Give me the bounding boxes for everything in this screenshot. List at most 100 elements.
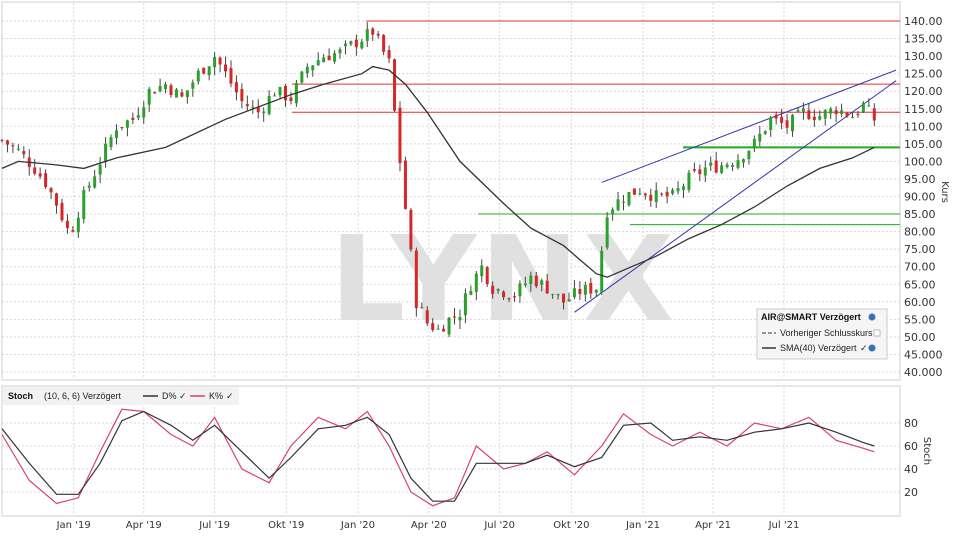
y-tick-label: 140.00 bbox=[904, 15, 943, 28]
y-tick-label: 45.000 bbox=[904, 348, 943, 361]
trendline-upper bbox=[601, 69, 897, 183]
candle-body bbox=[376, 33, 380, 36]
stoch-header: Stoch (10, 6, 6) Verzögert D% ✓ K% ✓ bbox=[3, 387, 239, 405]
candle-body bbox=[529, 275, 533, 285]
candle-body bbox=[300, 71, 304, 83]
x-tick-label: Apr '20 bbox=[411, 520, 447, 531]
candle-body bbox=[44, 173, 48, 188]
d-label: D% bbox=[162, 391, 177, 401]
y-tick-label: 50.00 bbox=[904, 331, 936, 344]
candle-body bbox=[709, 162, 713, 166]
candle-body bbox=[109, 137, 113, 148]
candle-body bbox=[245, 104, 249, 107]
trendline-lower bbox=[574, 80, 897, 313]
candle-body bbox=[812, 116, 816, 120]
candle-body bbox=[93, 176, 97, 188]
candle-body bbox=[458, 317, 462, 321]
candle-body bbox=[556, 293, 560, 296]
legend-checkbox[interactable] bbox=[873, 329, 881, 337]
candle-body bbox=[649, 194, 653, 201]
candle-body bbox=[283, 85, 287, 101]
k-label: K% bbox=[209, 391, 223, 401]
candle-body bbox=[714, 160, 718, 173]
y-tick-label: 120.00 bbox=[904, 85, 943, 98]
x-tick-label: Jul '19 bbox=[198, 520, 230, 531]
candle-body bbox=[409, 209, 413, 250]
candle-body bbox=[752, 139, 756, 148]
candle-body bbox=[600, 250, 604, 293]
candle-body bbox=[343, 43, 347, 47]
candle-body bbox=[796, 110, 800, 112]
candle-body bbox=[818, 116, 822, 120]
checkmark-icon[interactable]: ✓ bbox=[179, 391, 187, 401]
x-tick-label: Apr '21 bbox=[695, 520, 731, 531]
candle-body bbox=[698, 169, 702, 175]
x-tick-label: Okt '20 bbox=[553, 520, 589, 531]
candle-body bbox=[758, 133, 762, 142]
candle-body bbox=[823, 110, 827, 119]
candle-body bbox=[496, 289, 500, 291]
candle-body bbox=[333, 53, 337, 62]
y-tick-label: 105.00 bbox=[904, 138, 943, 151]
candle-body bbox=[562, 293, 566, 303]
candle-body bbox=[523, 283, 527, 286]
y-tick-label: 90.00 bbox=[904, 191, 936, 204]
candle-body bbox=[158, 85, 162, 92]
candle-body bbox=[425, 310, 429, 324]
sma40-line bbox=[1, 65, 875, 278]
y-tick-label: 60.00 bbox=[904, 296, 936, 309]
candle-body bbox=[169, 85, 173, 95]
candle-body bbox=[365, 29, 369, 41]
candle-body bbox=[38, 173, 42, 177]
candle-body bbox=[518, 283, 522, 297]
candle-body bbox=[474, 273, 478, 292]
watermark: LYNX bbox=[330, 210, 678, 348]
candle-body bbox=[747, 150, 751, 160]
candle-body bbox=[627, 191, 631, 206]
candle-body bbox=[202, 67, 206, 74]
candle-body bbox=[5, 140, 9, 145]
y-tick-label: 65.00 bbox=[904, 278, 936, 291]
candle-body bbox=[393, 59, 397, 111]
candle-body bbox=[60, 202, 64, 221]
candle-body bbox=[671, 189, 675, 194]
globe-icon[interactable] bbox=[868, 313, 876, 321]
globe-icon[interactable] bbox=[868, 344, 876, 352]
y-tick-label: 95.00 bbox=[904, 173, 936, 186]
stoch-axis-title: Stoch bbox=[921, 437, 932, 465]
candle-body bbox=[703, 167, 707, 176]
candle-body bbox=[0, 139, 4, 141]
candle-body bbox=[643, 193, 647, 196]
candle-body bbox=[65, 220, 69, 229]
x-tick-label: Jan '21 bbox=[625, 520, 660, 531]
candle-body bbox=[632, 188, 636, 195]
candle-body bbox=[654, 190, 658, 203]
candle-body bbox=[218, 57, 222, 65]
candle-body bbox=[311, 65, 315, 71]
candle-body bbox=[191, 82, 195, 89]
candle-body bbox=[360, 41, 364, 49]
candle-body bbox=[545, 280, 549, 294]
candle-body bbox=[273, 95, 277, 97]
candle-body bbox=[834, 110, 838, 115]
candle-body bbox=[676, 188, 680, 192]
candle-body bbox=[463, 293, 467, 316]
checkmark-icon[interactable]: ✓ bbox=[226, 391, 234, 401]
candle-body bbox=[605, 217, 609, 248]
candle-body bbox=[780, 116, 784, 123]
candle-body bbox=[692, 169, 696, 171]
candle-body bbox=[480, 265, 484, 277]
candle-body bbox=[164, 84, 168, 90]
y-tick-label: 115.00 bbox=[904, 103, 943, 116]
x-tick-label: Okt '19 bbox=[268, 520, 304, 531]
x-tick-label: Jul '20 bbox=[483, 520, 515, 531]
checkmark-icon[interactable]: ✓ bbox=[860, 343, 868, 353]
candle-body bbox=[136, 115, 140, 118]
candle-body bbox=[436, 328, 440, 330]
candle-body bbox=[180, 92, 184, 97]
candle-body bbox=[33, 167, 37, 174]
candle-body bbox=[785, 120, 789, 128]
candle-body bbox=[196, 70, 200, 82]
y-tick-label: 55.00 bbox=[904, 313, 936, 326]
